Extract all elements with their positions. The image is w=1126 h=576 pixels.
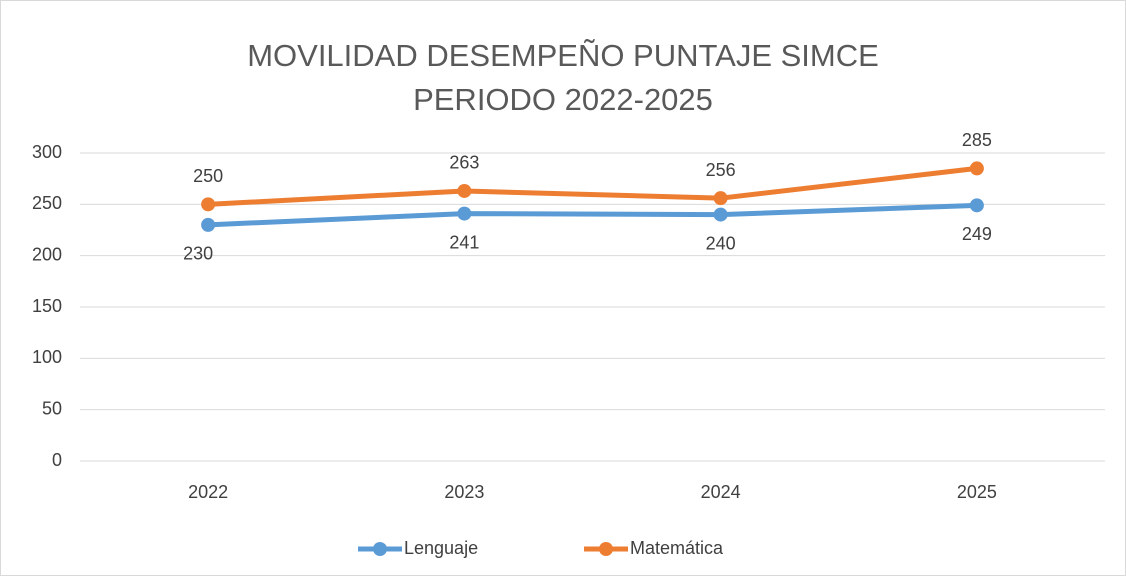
x-tick-label: 2025: [957, 482, 997, 502]
marker: [969, 161, 984, 176]
marker: [713, 191, 728, 206]
x-tick-label: 2022: [188, 482, 228, 502]
marker: [713, 207, 728, 222]
marker: [457, 183, 472, 198]
y-tick-label: 150: [32, 296, 62, 316]
marker: [457, 206, 472, 221]
series-line: [207, 165, 978, 207]
data-label: 230: [183, 244, 213, 264]
x-tick-label: 2024: [701, 482, 741, 502]
data-label: 241: [449, 232, 479, 252]
y-tick-label: 50: [42, 398, 62, 418]
y-tick-label: 200: [32, 244, 62, 264]
data-label: 249: [962, 224, 992, 244]
y-tick-label: 0: [52, 450, 62, 470]
legend-label: Matemática: [630, 538, 724, 558]
y-tick-label: 100: [32, 347, 62, 367]
data-label: 240: [706, 233, 736, 253]
marker: [969, 198, 984, 213]
y-tick-label: 300: [32, 142, 62, 162]
data-label: 263: [449, 153, 479, 173]
marker: [201, 197, 216, 212]
legend-marker: [373, 542, 387, 556]
y-tick-label: 250: [32, 193, 62, 213]
chart-title: MOVILIDAD DESEMPEÑO PUNTAJE SIMCE PERIOD…: [247, 38, 879, 117]
data-label: 256: [706, 160, 736, 180]
legend-label: Lenguaje: [404, 538, 478, 558]
data-label: 250: [193, 166, 223, 186]
legend-marker: [599, 542, 613, 556]
data-label: 285: [962, 130, 992, 150]
series-line: [208, 202, 977, 228]
marker: [201, 217, 216, 232]
x-tick-label: 2023: [444, 482, 484, 502]
